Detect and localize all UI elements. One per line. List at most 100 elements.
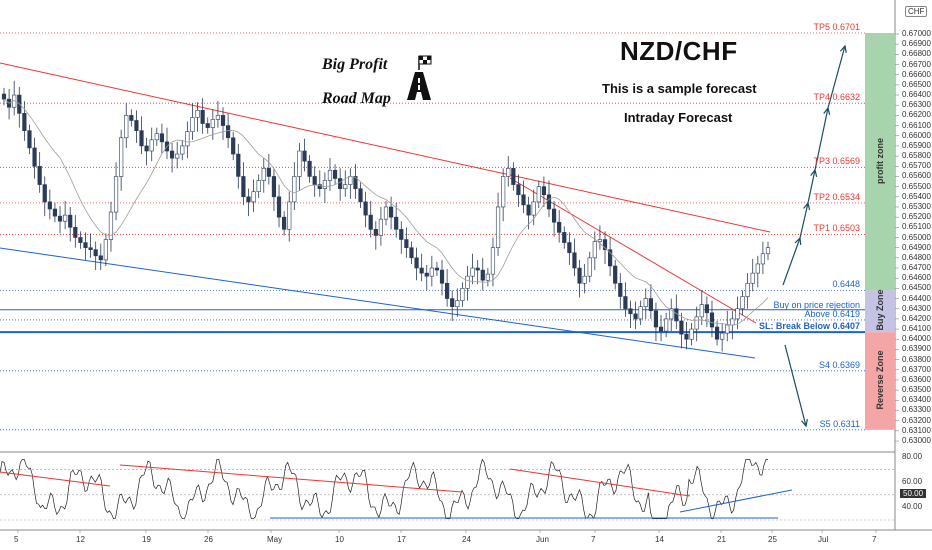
candle-body-45 bbox=[231, 137, 236, 155]
time-tick-4: May bbox=[267, 535, 283, 544]
candle-body-72 bbox=[368, 214, 373, 230]
time-tick-14: 7 bbox=[872, 535, 877, 544]
candle-body-121 bbox=[618, 282, 623, 297]
candle-body-76 bbox=[388, 206, 394, 218]
price-tick-14: 0.65600 bbox=[902, 171, 931, 181]
level-label-0: TP5 0.6701 bbox=[813, 21, 860, 32]
level-label-8: SL: Break Below 0.6407 bbox=[758, 321, 860, 332]
osc-trend-red-1 bbox=[119, 464, 463, 493]
osc-tick-0: 80.00 bbox=[902, 452, 923, 461]
level-label-7: Above 0.6419 bbox=[804, 308, 860, 319]
price-tick-23: 0.64700 bbox=[902, 263, 931, 273]
forecast-note: This is a sample forecast bbox=[602, 81, 757, 96]
price-tick-30: 0.64000 bbox=[902, 334, 931, 344]
forecast-arrow-1 bbox=[782, 237, 801, 286]
candle-body-97 bbox=[495, 206, 501, 248]
candle-body-47 bbox=[241, 176, 246, 198]
price-tick-10: 0.66000 bbox=[902, 130, 931, 140]
osc-trend-blue bbox=[679, 489, 793, 513]
candle-body-19 bbox=[98, 255, 103, 261]
candle-body-90 bbox=[460, 288, 465, 301]
candle-body-48 bbox=[246, 196, 251, 203]
price-tick-15: 0.65500 bbox=[902, 181, 931, 191]
price-tick-2: 0.66800 bbox=[902, 49, 931, 59]
time-tick-2: 19 bbox=[142, 535, 151, 544]
osc-tick-1: 60.00 bbox=[902, 477, 923, 487]
candle-body-110 bbox=[562, 232, 567, 243]
candle-body-68 bbox=[348, 176, 353, 185]
candle-body-83 bbox=[424, 272, 429, 277]
candle-body-88 bbox=[450, 298, 455, 307]
candle-body-74 bbox=[378, 218, 384, 236]
candle-body-82 bbox=[419, 267, 424, 274]
candle-body-78 bbox=[399, 229, 404, 240]
candle-body-24 bbox=[124, 115, 129, 139]
reverse-arrow bbox=[784, 344, 807, 427]
candle-body-134 bbox=[684, 333, 689, 340]
price-tick-27: 0.64300 bbox=[902, 303, 931, 313]
level-label-2: TP3 0.6569 bbox=[813, 156, 860, 167]
chart-title: NZD/CHF bbox=[620, 36, 738, 66]
candle-body-133 bbox=[679, 320, 684, 335]
forecast-arrow-4 bbox=[814, 107, 829, 171]
price-tick-26: 0.64400 bbox=[902, 293, 931, 303]
candle-body-79 bbox=[404, 239, 409, 248]
candle-body-46 bbox=[236, 153, 241, 177]
candle-body-102 bbox=[521, 194, 526, 206]
currency-badge[interactable]: CHF bbox=[905, 6, 928, 17]
candle-body-140 bbox=[714, 326, 720, 340]
candle-body-92 bbox=[470, 267, 475, 277]
candle-body-104 bbox=[531, 201, 536, 216]
candle-body-23 bbox=[119, 137, 124, 177]
road-map-icon bbox=[407, 55, 432, 100]
candle-body-112 bbox=[572, 252, 577, 269]
candle-body-142 bbox=[725, 324, 730, 334]
osc-trend-red-2 bbox=[509, 468, 691, 497]
candle-body-53 bbox=[271, 176, 277, 198]
candle-body-135 bbox=[689, 328, 694, 340]
time-tick-6: 17 bbox=[397, 535, 406, 544]
candle-body-145 bbox=[740, 296, 745, 310]
price-tick-3: 0.66700 bbox=[902, 59, 931, 69]
time-tick-10: 14 bbox=[655, 535, 664, 544]
price-tick-19: 0.65100 bbox=[902, 222, 931, 232]
candle-body-91 bbox=[465, 275, 470, 289]
logo-line-1: Big Profit bbox=[322, 56, 388, 73]
candle-body-94 bbox=[480, 269, 485, 281]
candle-body-12 bbox=[63, 214, 68, 222]
candle-body-26 bbox=[134, 120, 139, 131]
candle-body-51 bbox=[261, 168, 266, 181]
candle-body-80 bbox=[409, 247, 414, 259]
price-tick-29: 0.64100 bbox=[902, 324, 931, 334]
price-tick-8: 0.66200 bbox=[902, 110, 931, 120]
candle-body-143 bbox=[730, 318, 735, 326]
candle-body-4 bbox=[22, 113, 27, 131]
candle-body-125 bbox=[638, 306, 643, 320]
candle-body-96 bbox=[490, 247, 496, 275]
candle-body-37 bbox=[190, 117, 195, 132]
candle-body-108 bbox=[551, 208, 557, 223]
time-tick-7: 24 bbox=[462, 535, 471, 544]
candle-body-146 bbox=[745, 282, 750, 297]
price-tick-1: 0.66900 bbox=[902, 39, 931, 49]
forecast-type: Intraday Forecast bbox=[624, 110, 733, 125]
time-tick-1: 12 bbox=[76, 535, 85, 544]
candle-body-41 bbox=[210, 119, 215, 128]
candle-body-35 bbox=[180, 145, 185, 155]
candle-body-73 bbox=[373, 229, 378, 236]
candle-body-27 bbox=[139, 130, 144, 147]
price-tick-11: 0.65900 bbox=[902, 140, 931, 150]
candle-body-0 bbox=[1, 93, 7, 100]
candle-body-55 bbox=[282, 216, 287, 230]
candle-body-22 bbox=[113, 176, 119, 213]
level-label-4: TP1 0.6503 bbox=[813, 223, 860, 234]
candle-body-130 bbox=[664, 318, 669, 332]
candle-body-60 bbox=[307, 160, 312, 177]
price-tick-39: 0.63100 bbox=[902, 425, 931, 435]
forecast-arrow-5-head bbox=[839, 44, 847, 53]
osc-trend-red-0 bbox=[0, 471, 111, 487]
candle-body-75 bbox=[383, 206, 389, 220]
candle-body-11 bbox=[57, 215, 63, 222]
candle-body-15 bbox=[78, 237, 83, 243]
